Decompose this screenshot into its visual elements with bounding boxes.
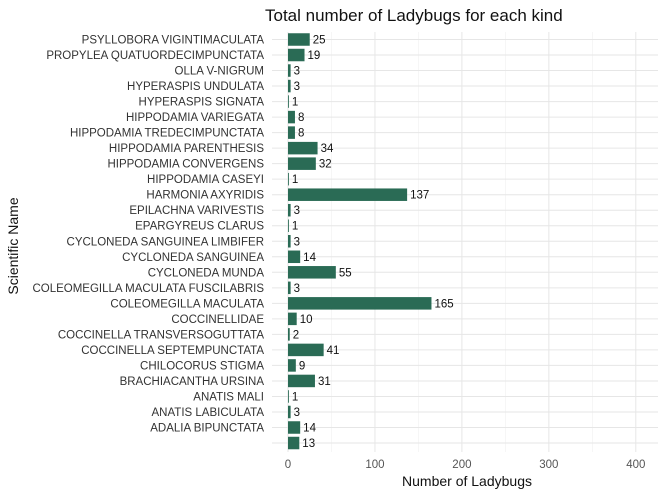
x-tick-label: 0 — [285, 459, 291, 471]
category-label: COLEOMEGILLA MACULATA — [110, 298, 264, 310]
bar — [288, 328, 290, 341]
data-label: 3 — [294, 283, 300, 295]
data-label: 10 — [300, 314, 313, 326]
bar — [288, 250, 301, 264]
data-label: 1 — [292, 97, 298, 109]
bar — [288, 188, 408, 201]
category-label: CYCLONEDA SANGUINEA LIMBIFER — [67, 236, 264, 248]
category-label: EPILACHNA VARIVESTIS — [129, 205, 264, 217]
category-label: ADALIA BIPUNCTATA — [150, 423, 264, 435]
bar — [288, 281, 291, 295]
data-label: 41 — [327, 345, 340, 357]
data-label: 3 — [294, 81, 300, 93]
x-tick-label: 200 — [452, 459, 471, 471]
category-labels: PSYLLOBORA VIGINTIMACULATA PROPYLEA QUATU… — [32, 35, 264, 435]
category-label: HYPERASPIS UNDULATA — [127, 81, 264, 93]
x-axis-title: Number of Ladybugs — [402, 473, 532, 489]
data-label: 13 — [302, 438, 315, 450]
category-label: OLLA V-NIGRUM — [175, 66, 264, 78]
data-label: 25 — [313, 35, 326, 47]
bar — [288, 390, 289, 403]
bar — [288, 436, 300, 450]
data-label: 3 — [294, 236, 300, 248]
data-labels: 2519331883432113731314553165102419311314… — [292, 35, 454, 451]
category-label: HIPPODAMIA CONVERGENS — [107, 159, 264, 171]
x-tick-label: 100 — [365, 459, 384, 471]
data-label: 1 — [292, 221, 298, 233]
category-label: CHILOCORUS STIGMA — [140, 360, 264, 372]
data-label: 3 — [294, 66, 300, 78]
bar — [288, 312, 297, 326]
data-label: 55 — [339, 267, 352, 279]
data-label: 8 — [298, 128, 304, 140]
x-tick-label: 300 — [539, 459, 558, 471]
data-label: 32 — [319, 159, 332, 171]
category-label: HYPERASPIS SIGNATA — [139, 97, 265, 109]
bar — [288, 297, 432, 310]
x-tick-label: 400 — [626, 459, 645, 471]
category-label: COLEOMEGILLA MACULATA FUSCILABRIS — [32, 283, 264, 295]
data-label: 14 — [303, 252, 316, 264]
bar — [288, 64, 291, 77]
chart-title: Total number of Ladybugs for each kind — [265, 6, 563, 25]
bar — [288, 110, 295, 124]
category-label: PSYLLOBORA VIGINTIMACULATA — [82, 35, 265, 47]
bars — [288, 33, 432, 450]
data-label: 31 — [318, 376, 331, 388]
category-label: HIPPODAMIA CASEYI — [147, 174, 264, 186]
bar — [288, 95, 289, 108]
bar — [288, 343, 324, 357]
bar — [288, 126, 295, 139]
category-label: HIPPODAMIA TREDECIMPUNCTATA — [70, 128, 264, 140]
bar — [288, 421, 301, 434]
data-label: 19 — [308, 50, 321, 62]
bar — [288, 374, 315, 388]
bar — [288, 48, 305, 62]
data-label: 3 — [294, 205, 300, 217]
grid-lines — [272, 32, 658, 452]
bar — [288, 266, 336, 279]
category-label: ANATIS LABICULATA — [152, 407, 265, 419]
data-label: 137 — [410, 190, 429, 202]
data-label: 3 — [294, 407, 300, 419]
data-label: 1 — [292, 174, 298, 186]
category-label: HIPPODAMIA PARENTHESIS — [109, 143, 264, 155]
category-label: CYCLONEDA MUNDA — [148, 267, 265, 279]
bar — [288, 359, 296, 372]
data-label: 2 — [293, 329, 299, 341]
category-label: COCCINELLA SEPTEMPUNCTATA — [81, 345, 264, 357]
bar — [288, 203, 291, 217]
category-label: ANATIS MALI — [193, 391, 264, 403]
bar — [288, 141, 318, 155]
category-label: CYCLONEDA SANGUINEA — [122, 252, 264, 264]
data-label: 9 — [299, 360, 305, 372]
data-label: 34 — [321, 143, 334, 155]
bar — [288, 405, 291, 419]
bar — [288, 235, 291, 248]
bar — [288, 219, 289, 232]
data-label: 1 — [292, 391, 298, 403]
data-label: 14 — [303, 423, 316, 435]
bar — [288, 157, 316, 170]
category-label: COCCINELLA TRANSVERSOGUTTATA — [58, 329, 265, 341]
category-label: HARMONIA AXYRIDIS — [146, 190, 264, 202]
bar — [288, 33, 310, 46]
category-label: COCCINELLIDAE — [171, 314, 264, 326]
bar — [288, 79, 291, 93]
category-label: EPARGYREUS CLARUS — [135, 221, 264, 233]
x-tick-labels: 0 100 200 300 400 — [285, 459, 646, 471]
category-label: HIPPODAMIA VARIEGATA — [126, 112, 264, 124]
data-label: 165 — [434, 298, 453, 310]
y-axis-title: Scientific Name — [5, 197, 21, 294]
category-label: BRACHIACANTHA URSINA — [120, 376, 265, 388]
bar — [288, 172, 289, 186]
data-label: 8 — [298, 112, 304, 124]
category-label: PROPYLEA QUATUORDECIMPUNCTATA — [46, 50, 264, 62]
